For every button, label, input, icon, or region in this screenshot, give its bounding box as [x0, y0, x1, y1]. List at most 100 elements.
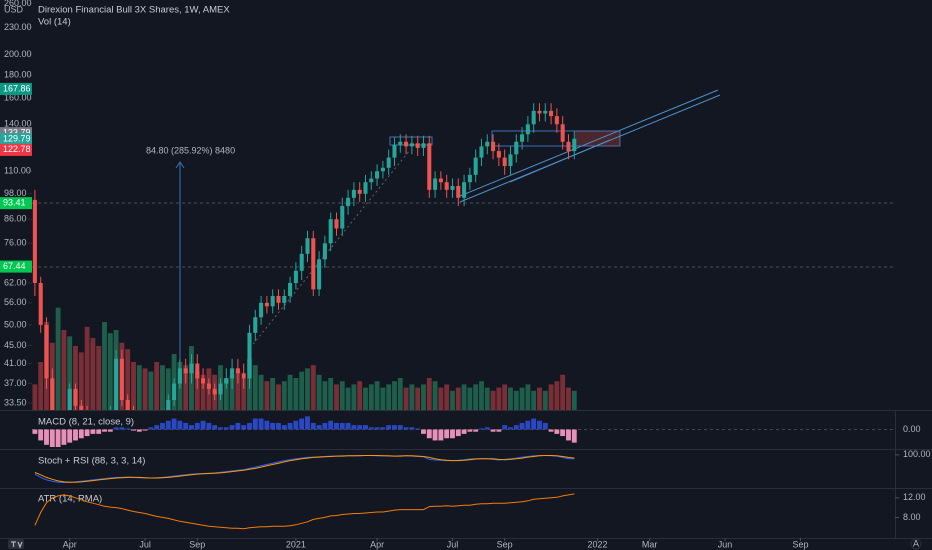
y-tick-label: 260.00 — [4, 0, 32, 8]
macd-bar — [206, 422, 212, 430]
volume-bar — [473, 384, 479, 410]
price-pane — [32, 103, 577, 410]
candle-body — [253, 317, 258, 333]
volume-bar — [136, 365, 142, 410]
macd-bar — [270, 422, 276, 430]
macd-bar — [142, 429, 148, 431]
volume-bar — [560, 374, 566, 410]
y-tick-label: 200.00 — [4, 49, 32, 59]
candle-body — [241, 373, 246, 379]
volume-bar — [438, 387, 444, 410]
y-tick-label: 160.00 — [4, 93, 32, 103]
macd-bar — [55, 429, 61, 447]
macd-bar — [328, 420, 334, 430]
macd-bar — [96, 429, 102, 434]
volume-bar — [90, 338, 96, 410]
auto-button-ring[interactable] — [910, 538, 922, 550]
volume-bar — [200, 374, 206, 410]
macd-bar — [44, 429, 49, 445]
macd-bar — [218, 427, 223, 430]
candle-body — [444, 182, 449, 190]
volume-bar — [102, 322, 107, 410]
x-tick-label: Sep — [792, 539, 808, 549]
macd-bar — [252, 418, 258, 430]
x-tick-label: Apr — [370, 539, 384, 549]
volume-bar — [73, 346, 78, 410]
volume-bar — [542, 390, 548, 410]
candle-body — [73, 388, 78, 406]
x-tick-label: Sep — [189, 539, 205, 549]
candle-body — [311, 238, 316, 290]
macd-bar — [345, 422, 351, 430]
candle-body — [380, 167, 385, 172]
macd-bar — [281, 425, 287, 430]
y-tick-label: 230.00 — [4, 22, 32, 32]
y-tick-label: 56.00 — [4, 297, 27, 307]
candle-body — [485, 141, 490, 147]
volume-title: Vol (14) — [38, 17, 71, 28]
candle-body — [531, 110, 536, 125]
separators — [0, 410, 932, 539]
macd-bar — [171, 418, 177, 430]
candle-body — [32, 199, 37, 283]
volume-bar — [67, 336, 73, 410]
y-tick-label: 180.00 — [4, 70, 32, 80]
candle-body — [491, 141, 496, 152]
macd-bar — [403, 427, 409, 430]
price-label-box — [0, 260, 32, 273]
candle-body — [317, 259, 322, 290]
volume-bar — [276, 384, 281, 410]
candle-body — [520, 134, 525, 142]
macd-bar — [566, 429, 571, 441]
volume-bar — [432, 381, 438, 410]
macd-bar — [38, 429, 44, 441]
candle-body — [479, 146, 484, 158]
candle-body — [346, 197, 351, 207]
volume-bar — [270, 378, 276, 410]
volume-bar — [386, 384, 392, 410]
macd-bar — [421, 429, 426, 434]
candle-body — [450, 185, 455, 190]
volume-bar — [223, 378, 229, 410]
macd-bar — [160, 422, 165, 430]
macd-bar — [455, 429, 461, 437]
macd-bar — [386, 425, 392, 430]
volume-bar — [78, 352, 84, 410]
macd-bar — [200, 420, 206, 430]
y-tick-label: 0.00 — [903, 424, 921, 434]
macd-bar — [397, 425, 403, 430]
channel-line — [509, 139, 611, 183]
auto-button[interactable]: A — [913, 538, 919, 548]
macd-bar — [444, 429, 450, 439]
y-tick-label: 62.00 — [4, 277, 27, 287]
macd-bar — [548, 429, 554, 432]
volume-bar — [554, 381, 560, 410]
candle-body — [50, 378, 55, 410]
macd-bar — [525, 420, 531, 430]
macd-bar — [508, 427, 513, 430]
candle-body — [38, 282, 43, 325]
macd-bar — [305, 416, 310, 430]
macd-bar — [339, 422, 345, 430]
candle-body — [264, 302, 269, 307]
volume-bar — [125, 349, 131, 410]
x-tick-label: Sep — [497, 539, 513, 549]
volume-bar — [519, 387, 525, 410]
macd-bar — [484, 427, 490, 430]
price-label-box — [0, 82, 32, 95]
volume-bar — [264, 381, 270, 410]
macd-bar — [519, 422, 525, 430]
macd-bar — [177, 420, 183, 430]
volume-bar — [55, 307, 61, 410]
macd-bar — [293, 420, 299, 430]
macd-bar — [287, 422, 293, 430]
macd-bar — [154, 425, 160, 430]
y-tick-label: 140.00 — [4, 119, 32, 129]
macd-bar — [432, 429, 438, 441]
y-tick-label: 33.50 — [4, 397, 27, 407]
macd-bar — [479, 428, 484, 430]
x-tick-label: Jul — [139, 539, 151, 549]
candle-body — [386, 157, 391, 168]
volume-bar — [548, 384, 554, 410]
candle-body — [427, 143, 432, 190]
